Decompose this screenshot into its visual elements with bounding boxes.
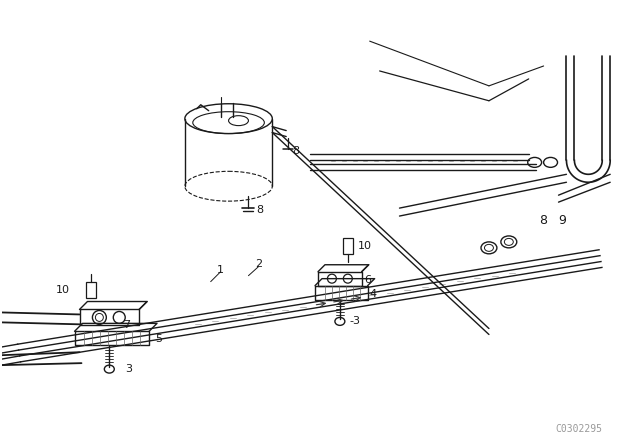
Text: 8: 8 — [292, 146, 300, 156]
Text: 2: 2 — [255, 259, 262, 269]
Text: 3: 3 — [125, 364, 132, 374]
Text: 9: 9 — [559, 214, 566, 227]
Text: 8: 8 — [257, 205, 264, 215]
Text: 6: 6 — [365, 275, 372, 284]
Text: 10: 10 — [358, 241, 372, 251]
Text: 5: 5 — [155, 334, 162, 344]
Text: C0302295: C0302295 — [555, 424, 602, 434]
Text: 1: 1 — [217, 265, 224, 275]
Bar — [343, 238, 353, 254]
Text: 10: 10 — [56, 284, 70, 295]
Bar — [86, 282, 97, 297]
Text: 7: 7 — [124, 320, 131, 330]
Text: -3: -3 — [350, 316, 361, 327]
Text: 4: 4 — [370, 289, 377, 298]
Text: 8: 8 — [539, 214, 547, 227]
